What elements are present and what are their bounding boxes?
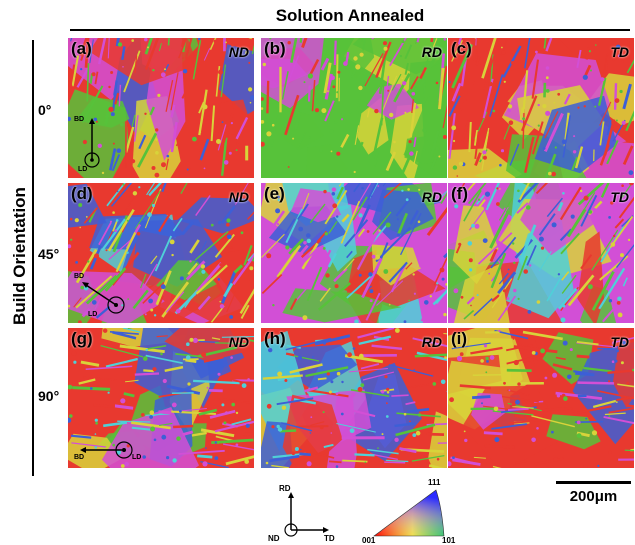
side-rule: [32, 40, 34, 476]
ipf-color-legend: 111 001 101: [362, 478, 462, 545]
row-angle-0: 0°: [38, 102, 52, 118]
axis-label-up: BD: [74, 454, 85, 461]
grain-texture: [261, 183, 447, 323]
sample-axes-indicator: BD LD: [72, 110, 142, 176]
scale-bar: [556, 481, 631, 484]
sample-axes-indicator: BD LD: [72, 255, 142, 321]
ebsd-map-panel: (c) TD: [448, 38, 634, 178]
ebsd-map-panel: (e) RD: [261, 183, 447, 323]
panel-direction-label: ND: [228, 44, 249, 60]
row-angle-45: 45°: [38, 246, 60, 262]
grain-texture: [448, 328, 634, 468]
scale-bar-label: 200μm: [569, 488, 618, 505]
axis-label-up: BD: [74, 273, 85, 280]
key-axis-up: RD: [279, 484, 291, 493]
grain-texture: [68, 38, 254, 178]
panel-direction-label: TD: [610, 334, 629, 350]
ebsd-map-panel: (h) RD: [261, 328, 447, 468]
panel-direction-label: RD: [421, 189, 442, 205]
panel-direction-label: RD: [421, 334, 442, 350]
panel-direction-label: RD: [421, 44, 442, 60]
sample-axes-icon: [82, 282, 125, 314]
axis-label-side: LD: [88, 311, 98, 318]
ebsd-map-panel: (a) ND BD LD: [68, 38, 254, 178]
panel-label: (g): [71, 329, 93, 348]
panel-direction-label: TD: [610, 189, 629, 205]
ipf-label-001: 001: [362, 536, 376, 545]
panel-direction-label: ND: [228, 334, 249, 350]
grain-texture: [68, 328, 254, 468]
sample-axes-indicator: BD LD: [72, 400, 142, 466]
grain-texture: [68, 183, 254, 323]
ebsd-map-panel: (d) ND BD LD: [68, 183, 254, 323]
grain-texture: [448, 183, 634, 323]
ebsd-map-panel: (g) ND BD LD: [68, 328, 254, 468]
panel-label: (h): [264, 329, 286, 348]
grain-texture: [448, 38, 634, 178]
key-axis-center: ND: [268, 534, 280, 543]
panel-label: (a): [71, 39, 92, 58]
axis-label-side: LD: [78, 166, 88, 173]
grain-texture: [261, 38, 447, 178]
axis-label-up: BD: [74, 116, 85, 123]
reference-axes-key: RD TD ND: [268, 484, 348, 544]
grain-texture: [261, 328, 447, 468]
panel-label: (i): [451, 329, 468, 348]
panel-label: (c): [451, 39, 472, 58]
panel-label: (b): [264, 39, 286, 58]
ebsd-map-panel: (b) RD: [261, 38, 447, 178]
panel-direction-label: ND: [228, 189, 249, 205]
ipf-triangle: [373, 489, 445, 537]
ipf-label-101: 101: [442, 536, 456, 545]
ebsd-map-panel: (f) TD: [448, 183, 634, 323]
ipf-label-111: 111: [428, 478, 441, 487]
panel-direction-label: TD: [610, 44, 629, 60]
build-orientation-label: Build Orientation: [10, 187, 29, 325]
panel-label: (e): [264, 184, 285, 203]
panel-label: (f): [451, 184, 468, 203]
axis-label-side: LD: [132, 454, 142, 461]
panel-label: (d): [71, 184, 93, 203]
reference-axes-icon: [284, 492, 329, 537]
ebsd-map-panel: (i) TD: [448, 328, 634, 468]
row-angle-90: 90°: [38, 388, 60, 404]
sample-axes-icon: [80, 441, 133, 459]
title-rule: [70, 29, 630, 31]
key-axis-right: TD: [324, 534, 335, 543]
figure-title: Solution Annealed: [275, 6, 425, 25]
sample-axes-icon: [84, 118, 100, 168]
